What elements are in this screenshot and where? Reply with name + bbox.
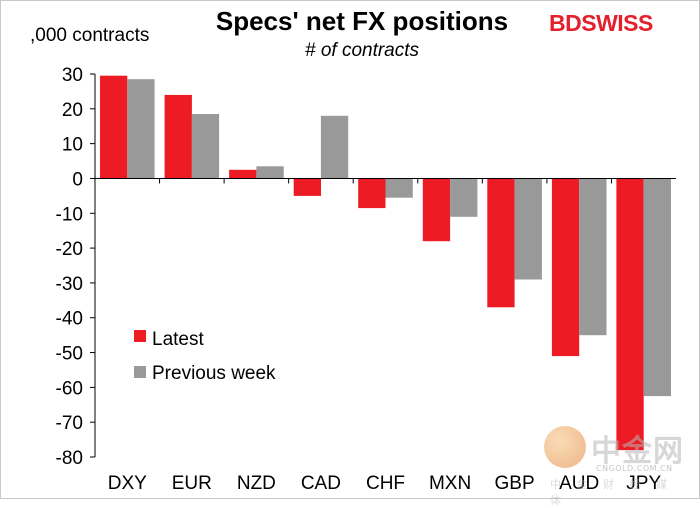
bar-previous-week-eur xyxy=(191,114,220,179)
legend-swatch-previous-week xyxy=(134,366,146,378)
bar-latest-nzd xyxy=(229,169,257,179)
legend-label-previous-week: Previous week xyxy=(152,363,276,384)
x-tick-label-chf: CHF xyxy=(366,473,405,494)
bar-latest-aud xyxy=(551,178,580,357)
x-tick-label-nzd: NZD xyxy=(237,473,276,494)
bar-latest-mxn xyxy=(422,178,451,242)
x-tick-label-dxy: DXY xyxy=(108,473,147,494)
y-tick-label: -50 xyxy=(56,344,83,365)
bar-previous-week-jpy xyxy=(643,178,671,397)
bar-previous-week-mxn xyxy=(450,178,478,217)
bar-previous-week-nzd xyxy=(256,166,284,179)
bdswiss-logo: BDSWISS xyxy=(549,10,653,36)
bar-latest-eur xyxy=(164,94,192,179)
x-ticks-group: DXY EUR NZD CAD CHF MXN GBP AUD JPY xyxy=(108,473,662,494)
axes-group xyxy=(94,74,676,457)
y-ticks-group: 30 20 10 0 -10 -20 -30 -40 -50 -60 -70 -80 xyxy=(56,65,95,469)
legend: Latest Previous week xyxy=(134,329,276,384)
bar-previous-week-aud xyxy=(579,178,607,336)
y-tick-label: -60 xyxy=(56,378,83,399)
x-tick-label-mxn: MXN xyxy=(429,473,471,494)
x-tick-label-aud: AUD xyxy=(559,473,599,494)
bar-previous-week-gbp xyxy=(514,178,542,280)
watermark-logo-icon xyxy=(544,426,586,468)
bar-latest-chf xyxy=(358,178,386,209)
bar-latest-cad xyxy=(293,178,321,196)
x-tick-label-gbp: GBP xyxy=(495,473,535,494)
bar-latest-jpy xyxy=(616,178,644,451)
chart-subtitle: # of contracts xyxy=(305,40,420,61)
y-axis-label: ,000 contracts xyxy=(30,25,149,46)
y-tick-label: 0 xyxy=(72,169,83,190)
y-tick-label: -20 xyxy=(56,239,83,260)
y-tick-label: 10 xyxy=(62,135,83,156)
bar-latest-dxy xyxy=(100,75,128,179)
bars-group xyxy=(100,75,671,451)
chart-title: Specs' net FX positions xyxy=(216,6,508,36)
x-tick-label-jpy: JPY xyxy=(626,473,661,494)
y-tick-label: -70 xyxy=(56,413,83,434)
bar-latest-gbp xyxy=(487,178,515,308)
legend-swatch-latest xyxy=(134,330,146,342)
y-tick-label: -10 xyxy=(56,204,83,225)
x-tick-label-eur: EUR xyxy=(172,473,212,494)
y-tick-label: 20 xyxy=(62,100,83,121)
y-tick-label: -30 xyxy=(56,274,83,295)
cngold-watermark: 中金网 CNGOLD.COM.CN 中 金 财 经 媒 体 xyxy=(544,424,694,507)
y-tick-label: -40 xyxy=(56,309,83,330)
bar-previous-week-cad xyxy=(320,115,349,179)
bar-previous-week-dxy xyxy=(127,79,155,179)
bar-previous-week-chf xyxy=(385,178,413,198)
y-tick-label: -80 xyxy=(56,448,83,469)
legend-label-latest: Latest xyxy=(152,329,204,350)
x-tick-label-cad: CAD xyxy=(301,473,341,494)
y-tick-label: 30 xyxy=(62,65,83,86)
